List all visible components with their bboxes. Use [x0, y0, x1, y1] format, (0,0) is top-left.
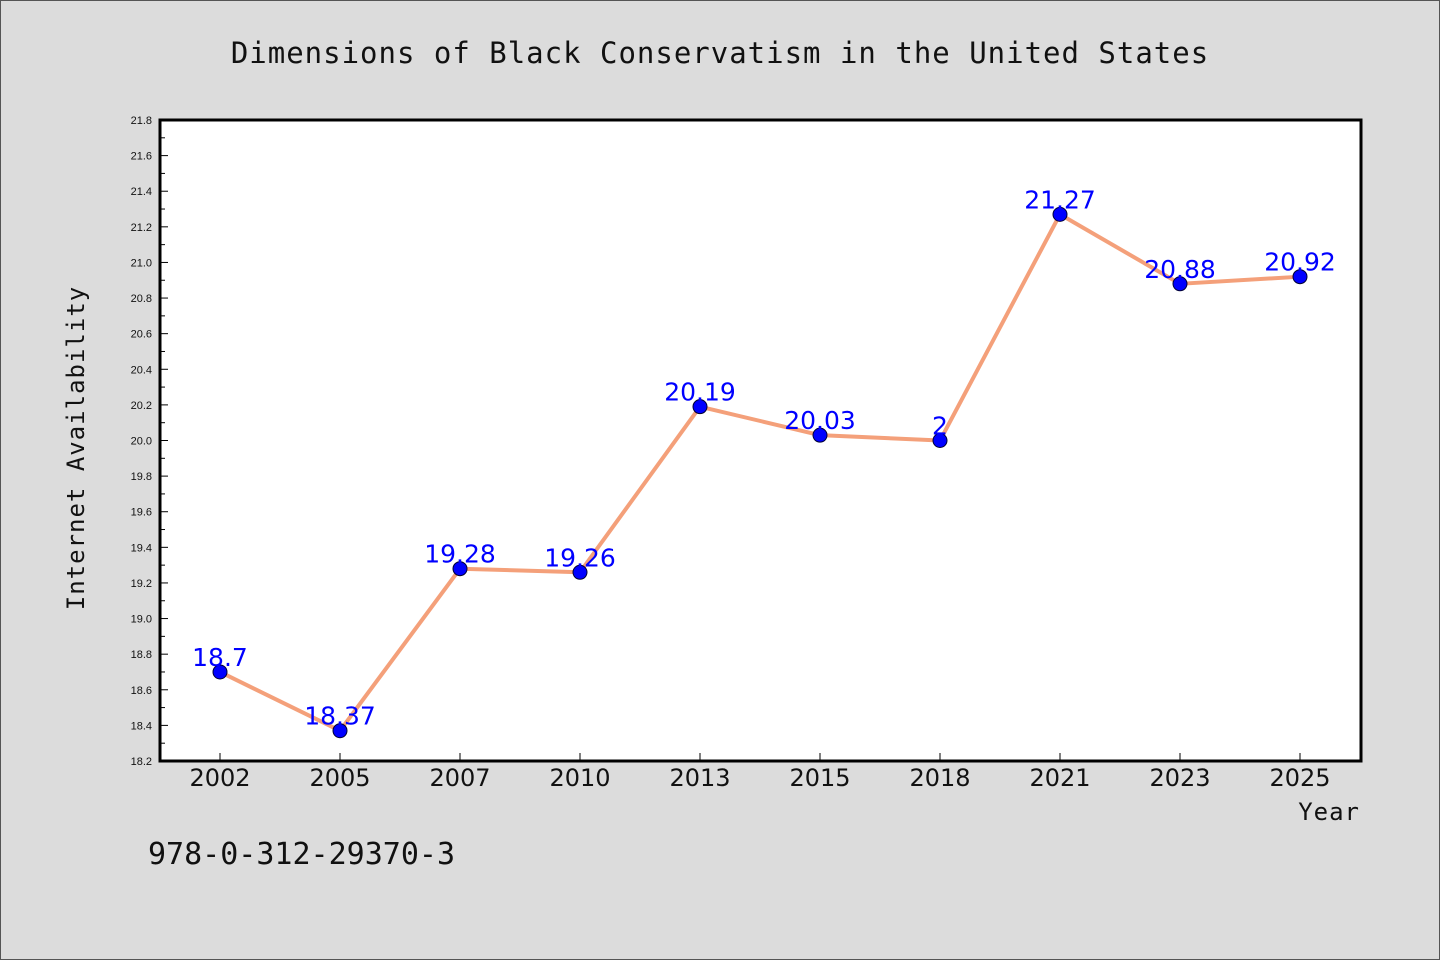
x-axis-label: Year — [1298, 798, 1360, 826]
y-tick-label: 19.4 — [131, 542, 152, 554]
data-label: 2 — [932, 412, 948, 441]
data-point — [212, 664, 228, 680]
y-tick-label: 21.4 — [131, 186, 152, 198]
y-tick-label: 20.0 — [131, 436, 152, 448]
y-tick-label: 21.6 — [131, 151, 152, 163]
data-point — [812, 427, 828, 443]
data-point — [1292, 269, 1308, 285]
x-tick-label: 2021 — [1029, 764, 1090, 792]
data-label: 19.28 — [424, 540, 496, 569]
x-tick-label: 2025 — [1269, 764, 1330, 792]
y-axis: 18.2 18.4 18.6 18.8 19.0 19.2 19.4 19.6 19.8 20.0… — [131, 115, 168, 768]
footer-text: 978-0-312-29370-3 — [148, 837, 455, 872]
data-point — [1172, 276, 1188, 292]
y-tick-label: 21.2 — [131, 222, 152, 234]
data-point — [692, 399, 708, 415]
x-tick-label: 2007 — [429, 764, 490, 792]
data-label: 18.7 — [192, 643, 248, 672]
y-tick-label: 19.8 — [131, 471, 152, 483]
y-tick-label: 19.6 — [131, 507, 152, 519]
y-tick-label: 20.6 — [131, 329, 152, 341]
x-tick-label: 2005 — [309, 764, 370, 792]
series — [212, 206, 1308, 739]
data-point — [1052, 206, 1068, 222]
data-point — [452, 561, 468, 577]
y-tick-label: 18.2 — [131, 756, 152, 768]
data-label: 21.27 — [1024, 185, 1096, 214]
x-tick-label: 2002 — [189, 764, 250, 792]
x-tick-label: 2013 — [669, 764, 730, 792]
chart-title: Dimensions of Black Conservatism in the … — [231, 36, 1209, 70]
x-tick-label: 2023 — [1149, 764, 1210, 792]
y-tick-label: 20.8 — [131, 293, 152, 305]
y-tick-label: 18.6 — [131, 685, 152, 697]
y-tick-label: 21.0 — [131, 257, 152, 269]
y-tick-label: 19.2 — [131, 578, 152, 590]
series-line — [219, 212, 1301, 733]
data-point — [332, 723, 348, 739]
data-labels: 18.7 18.37 19.28 19.26 20.19 20.03 2 21.27 20.88… — [192, 185, 1336, 730]
data-label: 19.26 — [544, 543, 616, 572]
y-tick-label: 20.2 — [131, 400, 152, 412]
data-label: 20.88 — [1144, 255, 1216, 284]
y-axis-label: Internet Availability — [62, 286, 90, 610]
x-axis: 2002 2005 2007 2010 2013 2015 2018 2021 2023 2025 — [189, 753, 1331, 792]
y-tick-label: 21.8 — [131, 115, 152, 127]
data-label: 20.92 — [1264, 248, 1336, 277]
y-tick-label: 18.8 — [131, 649, 152, 661]
x-tick-label: 2010 — [549, 764, 610, 792]
data-point — [932, 433, 948, 448]
data-label: 20.19 — [664, 378, 736, 407]
y-tick-label: 19.0 — [131, 614, 152, 626]
data-label: 20.03 — [784, 406, 856, 435]
y-tick-label: 18.4 — [131, 720, 152, 732]
x-tick-label: 2018 — [909, 764, 970, 792]
y-tick-label: 20.4 — [131, 364, 152, 376]
x-tick-label: 2015 — [789, 764, 850, 792]
data-point — [572, 564, 588, 580]
plot-area — [158, 118, 1363, 763]
data-label: 18.37 — [304, 702, 376, 731]
